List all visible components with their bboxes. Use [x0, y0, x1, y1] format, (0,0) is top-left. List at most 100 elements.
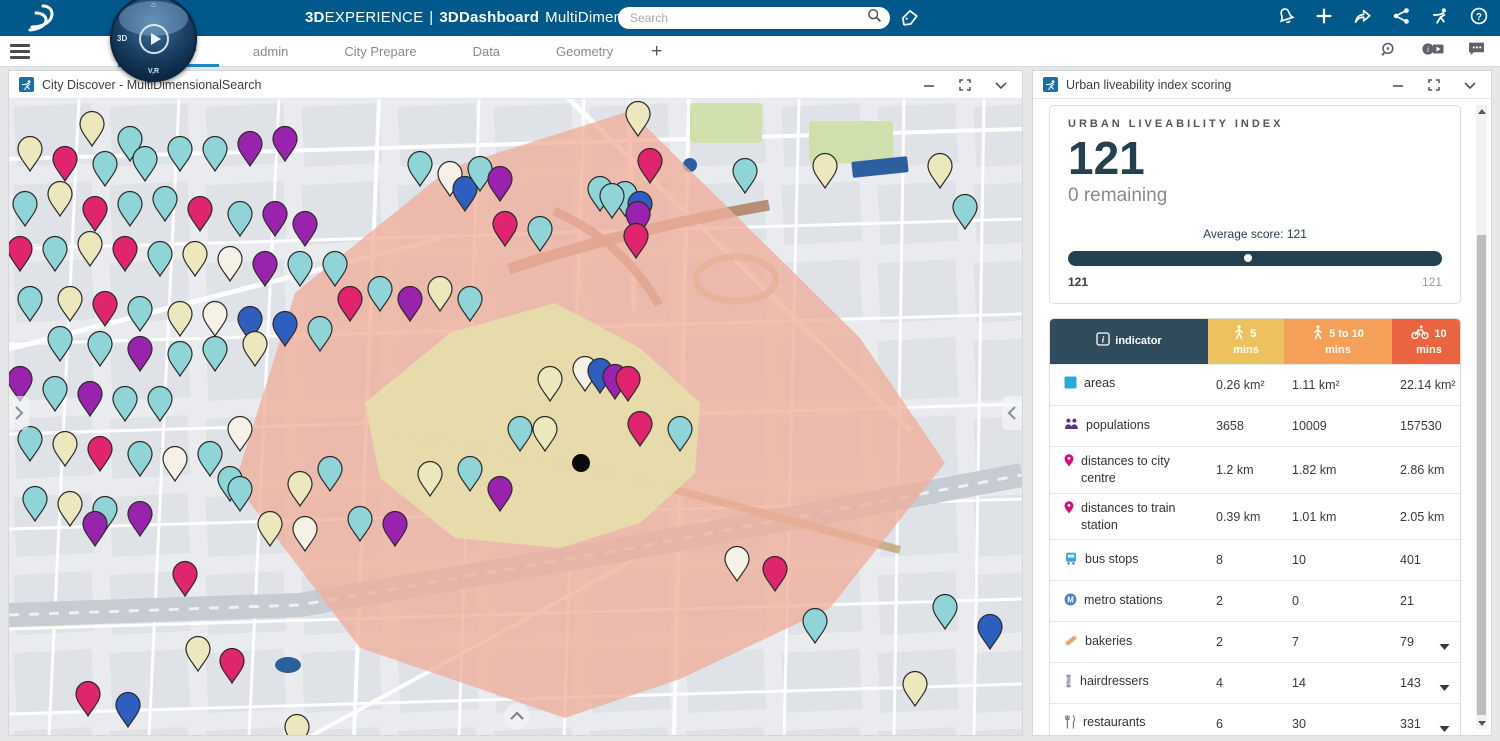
metro-icon: M [1064, 593, 1077, 611]
bike-icon [1411, 325, 1429, 344]
asset-search-icon[interactable] [1380, 41, 1399, 63]
collapse-up-chevron[interactable] [504, 703, 530, 729]
indicator-row-hairdressers[interactable]: hairdressers414143 [1050, 662, 1460, 703]
collapse-chevron-icon[interactable] [1463, 78, 1477, 92]
indicator-label: restaurants [1083, 714, 1146, 731]
tab-data[interactable]: Data [445, 36, 528, 67]
tab-city-prepare[interactable]: City Prepare [316, 36, 444, 67]
media-player-icon[interactable]: i [1421, 41, 1445, 62]
indicator-value: 401 [1392, 553, 1461, 567]
indicator-label: areas [1084, 375, 1115, 392]
me-user-icon[interactable] [1431, 7, 1450, 30]
column-header-5-mins[interactable]: 5mins [1208, 319, 1284, 364]
expand-caret-icon[interactable] [1439, 679, 1450, 697]
indicator-label: hairdressers [1080, 673, 1149, 690]
share-arrow-icon[interactable] [1353, 7, 1372, 30]
indicator-value: 143 [1392, 676, 1461, 690]
indicator-label: distances to train station [1081, 500, 1204, 534]
indicator-value: 157530 [1392, 419, 1461, 433]
pin-icon [1064, 501, 1074, 519]
panel-scrollbar[interactable] [1476, 105, 1487, 729]
collapse-chevron-icon[interactable] [994, 78, 1008, 92]
tab-geometry[interactable]: Geometry [528, 36, 641, 67]
liveability-index-card: URBAN LIVEABILITY INDEX 121 0 remaining … [1049, 105, 1461, 304]
indicator-value: 8 [1208, 553, 1284, 567]
svg-text:i: i [1427, 45, 1429, 54]
notifications-bell-icon[interactable] [1277, 7, 1295, 30]
column-header-bottom: mins [1325, 344, 1351, 358]
add-tab-button[interactable]: + [641, 36, 672, 67]
compass-3d-label[interactable]: 3D [117, 34, 127, 43]
expand-caret-icon[interactable] [1439, 638, 1450, 656]
index-remaining: 0 remaining [1068, 185, 1442, 207]
scrollbar-down-arrow-icon[interactable] [1476, 717, 1487, 729]
pan-left-chevron[interactable] [9, 396, 29, 430]
bus-icon [1064, 552, 1078, 570]
top-app-bar: 3DEXPERIENCE | 3DDashboard MultiDimensio… [0, 0, 1500, 36]
share-community-icon[interactable] [1392, 7, 1411, 30]
map-canvas[interactable] [9, 99, 1022, 735]
tab-label: Data [473, 44, 500, 59]
search-icon[interactable] [867, 8, 882, 28]
tab-admin[interactable]: admin [225, 36, 316, 67]
column-header-10-mins[interactable]: 10mins [1392, 319, 1461, 364]
indicator-value: 2 [1208, 594, 1284, 608]
brand-separator: | [429, 9, 433, 26]
tab-label: City Prepare [344, 44, 416, 59]
slider-min-label: 121 [1068, 275, 1088, 289]
indicator-row-bus-stops[interactable]: bus stops810401 [1050, 539, 1460, 580]
map-widget: City Discover - MultiDimensionalSearch [8, 70, 1023, 736]
add-plus-icon[interactable] [1315, 7, 1333, 30]
indicator-value: 6 [1208, 717, 1284, 731]
map-svg[interactable] [9, 99, 1022, 735]
indicator-table-card: iindicator5mins5 to 10mins10mins areas0.… [1049, 318, 1461, 735]
minimize-icon[interactable] [922, 78, 936, 92]
indicator-row-restaurants[interactable]: restaurants 630331 [1050, 703, 1460, 735]
comments-icon[interactable] [1467, 41, 1486, 62]
selected-location-dot[interactable] [572, 454, 590, 472]
indicator-row-bakeries[interactable]: bakeries2779 [1050, 621, 1460, 662]
indicator-label: distances to city centre [1081, 453, 1204, 487]
minimize-icon[interactable] [1391, 78, 1405, 92]
column-header-top: 5 [1250, 328, 1256, 342]
indicator-row-areas[interactable]: areas0.26 km²1.11 km²22.14 km² [1050, 364, 1460, 405]
indicator-value: 22.14 km² [1392, 378, 1461, 392]
compass-vr-label[interactable]: V,R [148, 68, 159, 75]
liveability-widget: Urban liveability index scoring URBAN LI… [1032, 70, 1492, 736]
search-input[interactable] [630, 11, 867, 25]
scrollbar-up-arrow-icon[interactable] [1476, 105, 1487, 117]
indicator-value: 30 [1284, 717, 1392, 731]
indicator-row-distances-to-city-centre[interactable]: distances to city centre1.2 km1.82 km2.8… [1050, 446, 1460, 493]
tag-icon[interactable] [900, 8, 920, 33]
areas-icon [1064, 376, 1077, 394]
compass-play-icon[interactable] [139, 24, 169, 54]
scrollbar-thumb[interactable] [1477, 235, 1486, 715]
score-slider-knob[interactable] [1244, 254, 1252, 262]
tab-label: admin [253, 44, 288, 59]
indicator-row-metro-stations[interactable]: Mmetro stations2021 [1050, 580, 1460, 621]
indicator-label: populations [1086, 417, 1150, 434]
brand-3d: 3D [305, 9, 325, 26]
indicator-value: 1.01 km [1284, 510, 1392, 524]
slider-range-labels: 121 121 [1068, 275, 1442, 289]
liveability-widget-header: Urban liveability index scoring [1033, 71, 1491, 99]
liveability-window-controls [1391, 78, 1477, 92]
brand-experience: EXPERIENCE [325, 9, 424, 26]
indicator-value: 0.39 km [1208, 510, 1284, 524]
indicator-value: 2 [1208, 635, 1284, 649]
column-header-indicator[interactable]: iindicator [1050, 319, 1208, 364]
maximize-icon[interactable] [958, 78, 972, 92]
help-icon[interactable]: ? [1470, 7, 1488, 30]
pan-right-chevron[interactable] [1002, 396, 1022, 430]
score-slider[interactable] [1068, 251, 1442, 266]
dassault-systemes-logo-icon[interactable] [26, 3, 66, 33]
pin-icon [1064, 454, 1074, 472]
column-header-5-to-10-mins[interactable]: 5 to 10mins [1284, 319, 1392, 364]
indicator-row-populations[interactable]: populations365810009157530 [1050, 405, 1460, 446]
hamburger-menu-icon[interactable] [10, 44, 30, 59]
indicator-value: 331 [1392, 717, 1461, 731]
expand-caret-icon[interactable] [1439, 720, 1450, 735]
indicator-row-distances-to-train-station[interactable]: distances to train station 0.39 km1.01 km… [1050, 493, 1460, 540]
map-pin[interactable] [285, 715, 309, 736]
maximize-icon[interactable] [1427, 78, 1441, 92]
